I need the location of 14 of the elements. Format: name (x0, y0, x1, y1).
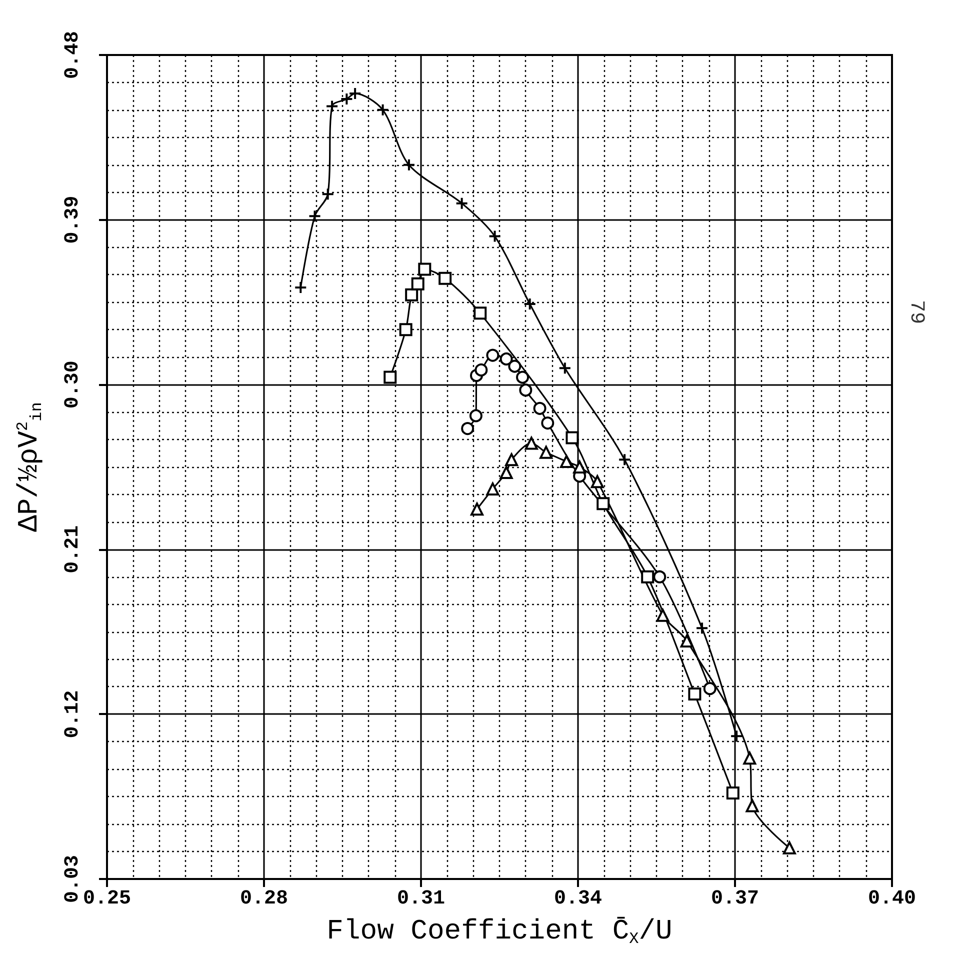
x-tick-label: 0.25 (82, 888, 132, 910)
text: 79 (904, 300, 928, 324)
x-tick-label: 0.37 (710, 888, 760, 910)
y-tick-label: 0.03 (62, 854, 84, 904)
y-tick-label: 0.12 (62, 690, 84, 738)
x-tick-label: 0.40 (868, 888, 916, 910)
x-tick-label: 0.34 (554, 888, 602, 910)
x-tick-label: 0.28 (240, 888, 288, 910)
y-tick-label: 0.48 (62, 30, 84, 80)
y-tick-label: 0.39 (62, 196, 84, 244)
y-axis-title: ΔP/½ρV2in (14, 402, 46, 532)
y-tick-label: 0.21 (62, 525, 84, 574)
x-tick-label: 0.31 (396, 888, 446, 910)
y-tick-label: 0.30 (62, 360, 84, 409)
